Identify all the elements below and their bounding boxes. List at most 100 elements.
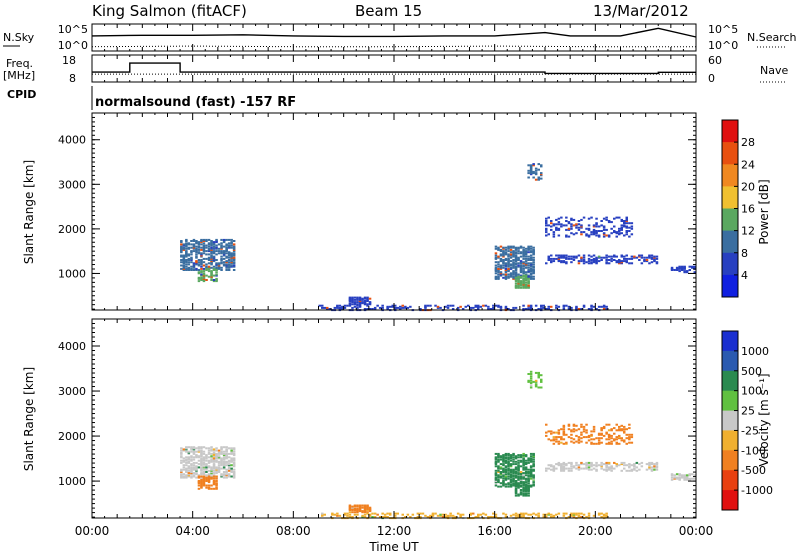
- power-marks-cell: [532, 256, 535, 259]
- power-marks-cell: [625, 254, 628, 257]
- vel-marks-cell: [607, 461, 611, 464]
- vel-marks-cell: [555, 440, 558, 443]
- vel-marks-cell: [577, 436, 581, 439]
- vel-marks-cell: [185, 471, 188, 473]
- power-marks-cell: [479, 305, 483, 308]
- vel-marks-cell: [363, 513, 367, 516]
- vel-marks-cell: [552, 514, 556, 517]
- vel-marks-cell: [210, 456, 213, 459]
- vel-marks-cell: [683, 475, 686, 478]
- vel-marks-cell: [688, 477, 691, 480]
- vel-marks-cell: [195, 461, 198, 464]
- vel-marks-cell: [605, 463, 608, 466]
- vel-marks-cell: [461, 513, 465, 516]
- vel-marks-cell: [182, 457, 186, 460]
- vel-marks-cell: [200, 454, 203, 457]
- vel-marks-cell: [590, 430, 593, 433]
- vel-marks-cell: [517, 482, 520, 485]
- power-marks-cell: [567, 255, 571, 258]
- vel-marks-cell: [192, 452, 196, 455]
- power-marks-cell: [519, 269, 523, 271]
- vel-marks-cell: [529, 473, 533, 476]
- vel-marks-cell: [348, 505, 352, 508]
- power-marks-cell: [595, 225, 598, 228]
- power-marks-cell: [545, 224, 548, 227]
- vel-marks-cell: [504, 465, 508, 468]
- power-marks-cell: [230, 256, 233, 259]
- vel-marks-cell: [514, 481, 518, 484]
- vel-marks-cell: [529, 485, 533, 488]
- vel-marks-cell: [227, 467, 231, 470]
- vel-marks-cell: [446, 514, 450, 517]
- power-marks-cell: [371, 308, 374, 310]
- power-marks-cell: [227, 266, 231, 269]
- power-marks-cell: [680, 269, 684, 271]
- vel-marks-cell: [605, 423, 608, 426]
- vel-marks-cell: [570, 430, 573, 433]
- power-marks-cell: [577, 223, 581, 226]
- vel-marks-cell: [592, 428, 596, 431]
- vel-marks-cell: [499, 482, 503, 485]
- vel-marks-cell: [507, 465, 510, 468]
- vel-marks-cell: [680, 474, 684, 477]
- vel-marks-cell: [220, 459, 223, 462]
- power-marks-cell: [620, 261, 623, 264]
- power-marks-cell: [358, 301, 362, 304]
- vel-marks-cell: [570, 461, 573, 464]
- power-marks-cell: [522, 252, 525, 255]
- vel-marks-cell: [524, 454, 528, 457]
- vel-marks-cell: [545, 469, 548, 472]
- power-marks-cell: [648, 262, 651, 265]
- power-marks-cell: [192, 264, 196, 267]
- power-marks-cell: [207, 245, 211, 248]
- power-marks-cell: [368, 308, 372, 310]
- vel-marks-cell: [529, 475, 533, 478]
- power-marks-cell: [514, 273, 518, 276]
- power-marks-cell: [492, 306, 495, 309]
- power-marks-cell: [532, 272, 535, 275]
- vel-marks-cell: [519, 516, 523, 518]
- power-marks-cell: [210, 271, 213, 274]
- vel-marks-cell: [582, 513, 586, 516]
- power-marks-cell: [396, 306, 399, 309]
- vel-marks-cell: [502, 455, 505, 458]
- vel-marks-cell: [502, 471, 505, 473]
- power-marks-cell: [195, 256, 198, 259]
- power-marks-cell: [225, 263, 228, 266]
- vel-marks-cell: [522, 455, 525, 458]
- vel-marks-cell: [497, 469, 500, 472]
- vel-marks-cell: [628, 469, 631, 472]
- power-marks-cell: [502, 266, 505, 269]
- vel-marks-cell: [600, 465, 603, 468]
- power-marks-cell: [230, 241, 233, 244]
- vel-marks-cell: [210, 449, 213, 452]
- vel-marks-cell: [494, 482, 498, 485]
- vel-marks-cell: [580, 516, 583, 518]
- power-marks-cell: [537, 308, 540, 310]
- nave-right-tick-top: 60: [708, 54, 722, 67]
- vel-marks-cell: [587, 461, 591, 464]
- power-marks-cell: [220, 261, 223, 264]
- time-tick-label: 00:00: [679, 524, 714, 538]
- vel-marks-cell: [585, 516, 588, 518]
- vel-marks-cell: [210, 448, 213, 451]
- vel-marks-cell: [210, 473, 213, 476]
- power-marks-cell: [504, 306, 508, 309]
- vel-marks-cell: [580, 431, 583, 434]
- power-marks-cell: [514, 255, 518, 258]
- vel-marks-cell: [190, 475, 193, 478]
- power-marks-cell: [524, 273, 528, 276]
- vel-marks-cell: [499, 475, 503, 478]
- power-marks-cell: [555, 226, 558, 229]
- power-marks-cell: [358, 300, 362, 302]
- power-marks-cell: [497, 305, 500, 308]
- vel-marks-cell: [625, 442, 628, 445]
- vel-marks-cell: [514, 483, 518, 486]
- vel-marks-cell: [529, 474, 533, 477]
- power-marks-cell: [537, 177, 540, 180]
- power-marks-cell: [524, 266, 528, 269]
- power-marks-cell: [620, 227, 623, 230]
- vel-marks-cell: [192, 472, 196, 475]
- vel-marks-cell: [190, 473, 193, 476]
